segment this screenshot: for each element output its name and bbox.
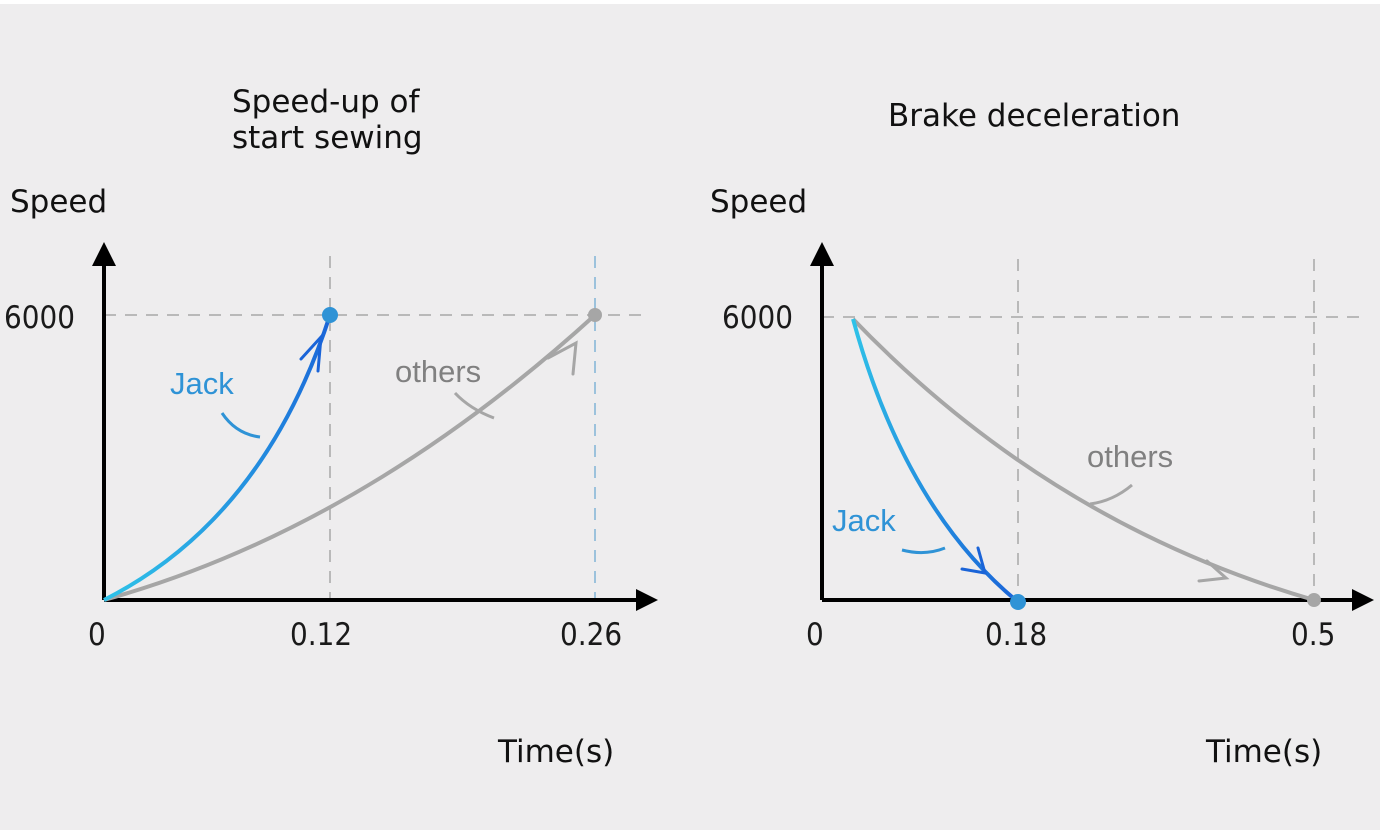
end-point-others xyxy=(1307,593,1321,607)
x-axis-label: Time(s) xyxy=(1205,734,1322,770)
label-leader-others xyxy=(453,391,495,420)
x-tick-label: 0 xyxy=(806,617,824,653)
x-tick-label: 0.26 xyxy=(560,617,622,653)
x-tick-label: 0.12 xyxy=(290,617,352,653)
arrowhead-jack xyxy=(299,332,323,373)
x-axis-arrow xyxy=(1352,589,1374,611)
label-leader-jack xyxy=(901,546,946,555)
arrowhead-others xyxy=(1197,559,1230,583)
series-label-others: others xyxy=(395,354,481,389)
chart-brake-deceleration: Brake deceleration Speed Time(s) 6000 0 … xyxy=(710,98,1374,770)
x-axis-label: Time(s) xyxy=(497,734,614,770)
y-axis-arrow xyxy=(92,242,116,266)
y-tick-label: 6000 xyxy=(4,300,75,336)
series-label-jack: Jack xyxy=(832,503,896,538)
series-line-others xyxy=(851,317,1315,602)
y-tick-label: 6000 xyxy=(722,300,793,336)
chart-canvas: Speed-up of start sewing Speed Time(s) 6… xyxy=(4,84,1374,770)
figure: Speed-up of start sewing Speed Time(s) 6… xyxy=(0,4,1380,830)
series-label-jack: Jack xyxy=(170,366,234,401)
chart-speed-up: Speed-up of start sewing Speed Time(s) 6… xyxy=(4,84,658,770)
x-tick-label: 0 xyxy=(88,617,106,653)
end-point-jack xyxy=(1010,594,1026,610)
series-line-jack xyxy=(851,318,1020,604)
series-line-jack xyxy=(103,314,332,602)
chart-title-line: Speed-up of xyxy=(232,84,421,120)
arrowhead-others xyxy=(546,340,578,376)
arrowhead-jack xyxy=(960,546,988,575)
y-axis-arrow xyxy=(810,242,834,266)
chart-title-line: Brake deceleration xyxy=(888,98,1180,134)
x-tick-label: 0.18 xyxy=(985,617,1047,653)
y-axis-label: Speed xyxy=(710,184,807,220)
label-leader-others xyxy=(1089,483,1133,506)
y-axis-label: Speed xyxy=(10,184,107,220)
label-leader-jack xyxy=(220,412,261,439)
series-label-others: others xyxy=(1087,439,1173,474)
chart-title-line: start sewing xyxy=(232,120,423,156)
end-point-others xyxy=(588,308,602,322)
end-point-jack xyxy=(322,307,338,323)
series-line-others xyxy=(103,313,597,602)
x-tick-label: 0.5 xyxy=(1291,617,1335,653)
x-axis-arrow xyxy=(636,589,658,611)
